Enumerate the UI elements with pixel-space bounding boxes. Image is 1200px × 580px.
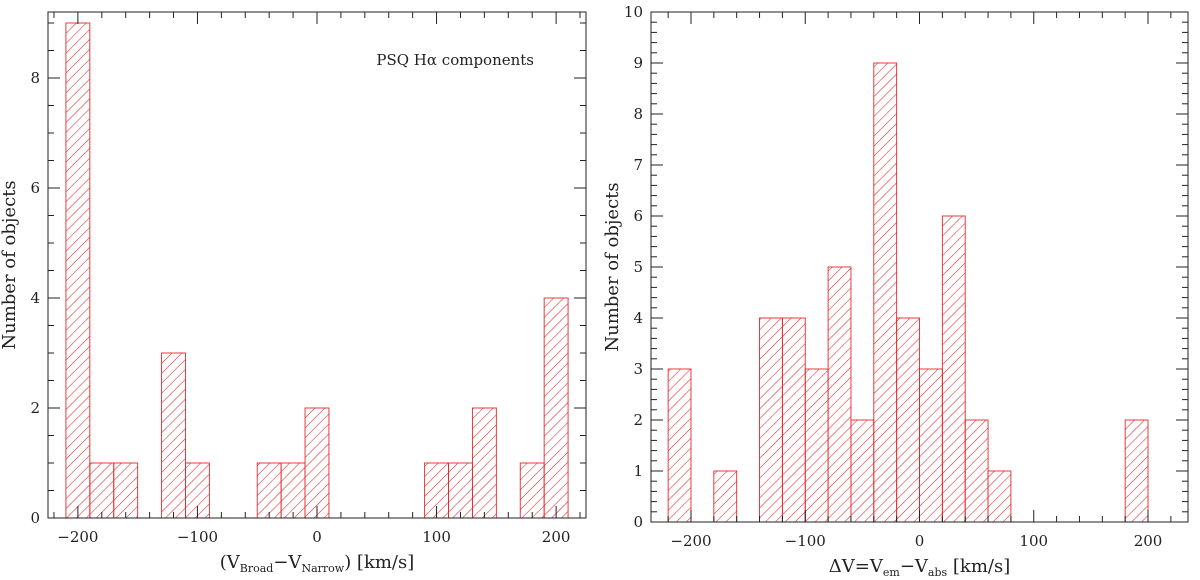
histogram-bar-left-12 — [543, 297, 569, 519]
x-tick-label-right: −200 — [670, 532, 711, 550]
histogram-bar-left-3 — [161, 352, 186, 519]
histogram-bar-left-11 — [519, 462, 545, 519]
x-axis-label-left-sub2: Narrow — [301, 562, 344, 575]
histogram-bar-right-8 — [896, 317, 920, 523]
y-tick-label-left: 4 — [30, 289, 40, 307]
x-axis-label-left-end: ) [km/s] — [344, 552, 414, 573]
x-tick-label-left: 200 — [542, 528, 571, 546]
bars-left — [65, 22, 569, 519]
y-tick-label-left: 0 — [30, 509, 40, 527]
plot-frame-left — [47, 11, 587, 519]
x-axis-label-right-sub1: em — [883, 566, 901, 579]
histogram-bar-right-6 — [850, 419, 875, 523]
x-axis-label-left-main: (V — [220, 552, 241, 573]
x-tick-label-right: 0 — [915, 532, 925, 550]
histogram-bar-right-5 — [827, 266, 852, 523]
y-axis-label-left: Number of objects — [0, 180, 20, 349]
histogram-bar-right-9 — [919, 368, 943, 523]
histogram-bar-left-10 — [471, 407, 497, 519]
histogram-bar-left-6 — [280, 462, 306, 519]
y-tick-label-right: 4 — [633, 309, 643, 327]
annotation-left: PSQ Hα components — [376, 51, 534, 69]
histogram-right: −200 −100 0 100 200 0 1 2 3 4 5 6 7 8 9 10 Number of ob… — [602, 3, 1189, 579]
y-tick-label-right: 5 — [633, 258, 643, 276]
x-axis-label-right-end: [km/s] — [947, 556, 1010, 577]
histogram-bar-left-9 — [448, 462, 473, 519]
y-tick-label-left: 6 — [30, 179, 40, 197]
histogram-bar-right-7 — [873, 62, 898, 523]
histogram-bar-right-12 — [987, 470, 1012, 523]
y-tick-label-left: 2 — [30, 399, 40, 417]
y-tick-label-right: 6 — [633, 207, 643, 225]
y-tick-label-right: 9 — [633, 54, 643, 72]
y-tick-label-right: 1 — [633, 462, 643, 480]
y-tick-label-right: 10 — [624, 3, 643, 21]
histogram-bar-left-7 — [304, 407, 330, 519]
x-axis-label-right: ΔV=Vem−Vabs [km/s] — [829, 556, 1010, 579]
y-tick-label-right: 7 — [633, 156, 643, 174]
x-tick-label-left: −200 — [57, 528, 98, 546]
x-tick-label-right: −100 — [785, 532, 826, 550]
histogram-bar-right-2 — [759, 317, 783, 523]
histogram-bar-left-1 — [89, 462, 115, 519]
histogram-bar-right-4 — [804, 368, 829, 523]
y-tick-label-right: 2 — [633, 411, 643, 429]
x-axis-label-right-sub2: abs — [928, 566, 948, 579]
x-axis-label-right-main: ΔV=V — [829, 556, 884, 577]
x-axis-label-left: (VBroad−VNarrow) [km/s] — [220, 552, 415, 575]
histogram-bar-left-0 — [65, 22, 91, 519]
histogram-bar-right-3 — [781, 317, 806, 523]
x-tick-label-left: 100 — [422, 528, 451, 546]
y-axis-label-right: Number of objects — [602, 182, 623, 351]
histogram-bar-left-5 — [256, 462, 282, 519]
x-axis-label-left-sub1: Broad — [240, 562, 274, 575]
histogram-bar-right-11 — [964, 419, 989, 523]
histogram-bar-right-0 — [667, 368, 692, 523]
x-tick-label-right: 100 — [1019, 532, 1048, 550]
x-tick-label-right: 200 — [1134, 532, 1163, 550]
y-tick-label-right: 3 — [633, 360, 643, 378]
x-axis-label-left-mid: −V — [273, 552, 302, 573]
histogram-bar-right-10 — [941, 215, 966, 523]
x-axis-label-right-mid: −V — [900, 556, 929, 577]
y-tick-label-left: 8 — [30, 69, 40, 87]
histogram-bar-right-13 — [1124, 419, 1149, 523]
histogram-bar-right-1 — [713, 470, 738, 523]
histogram-bar-left-2 — [113, 462, 139, 519]
y-tick-label-right: 0 — [633, 513, 643, 531]
y-tick-label-right: 8 — [633, 105, 643, 123]
bars-right — [667, 62, 1149, 523]
x-tick-label-left: −100 — [177, 528, 218, 546]
ticks-left: −200 −100 0 100 200 0 2 4 6 8 — [30, 12, 586, 546]
plot-frame-right — [650, 11, 1189, 523]
x-tick-label-left: 0 — [312, 528, 322, 546]
histogram-left: −200 −100 0 100 200 0 2 4 6 8 PSQ Hα components N… — [0, 11, 587, 575]
